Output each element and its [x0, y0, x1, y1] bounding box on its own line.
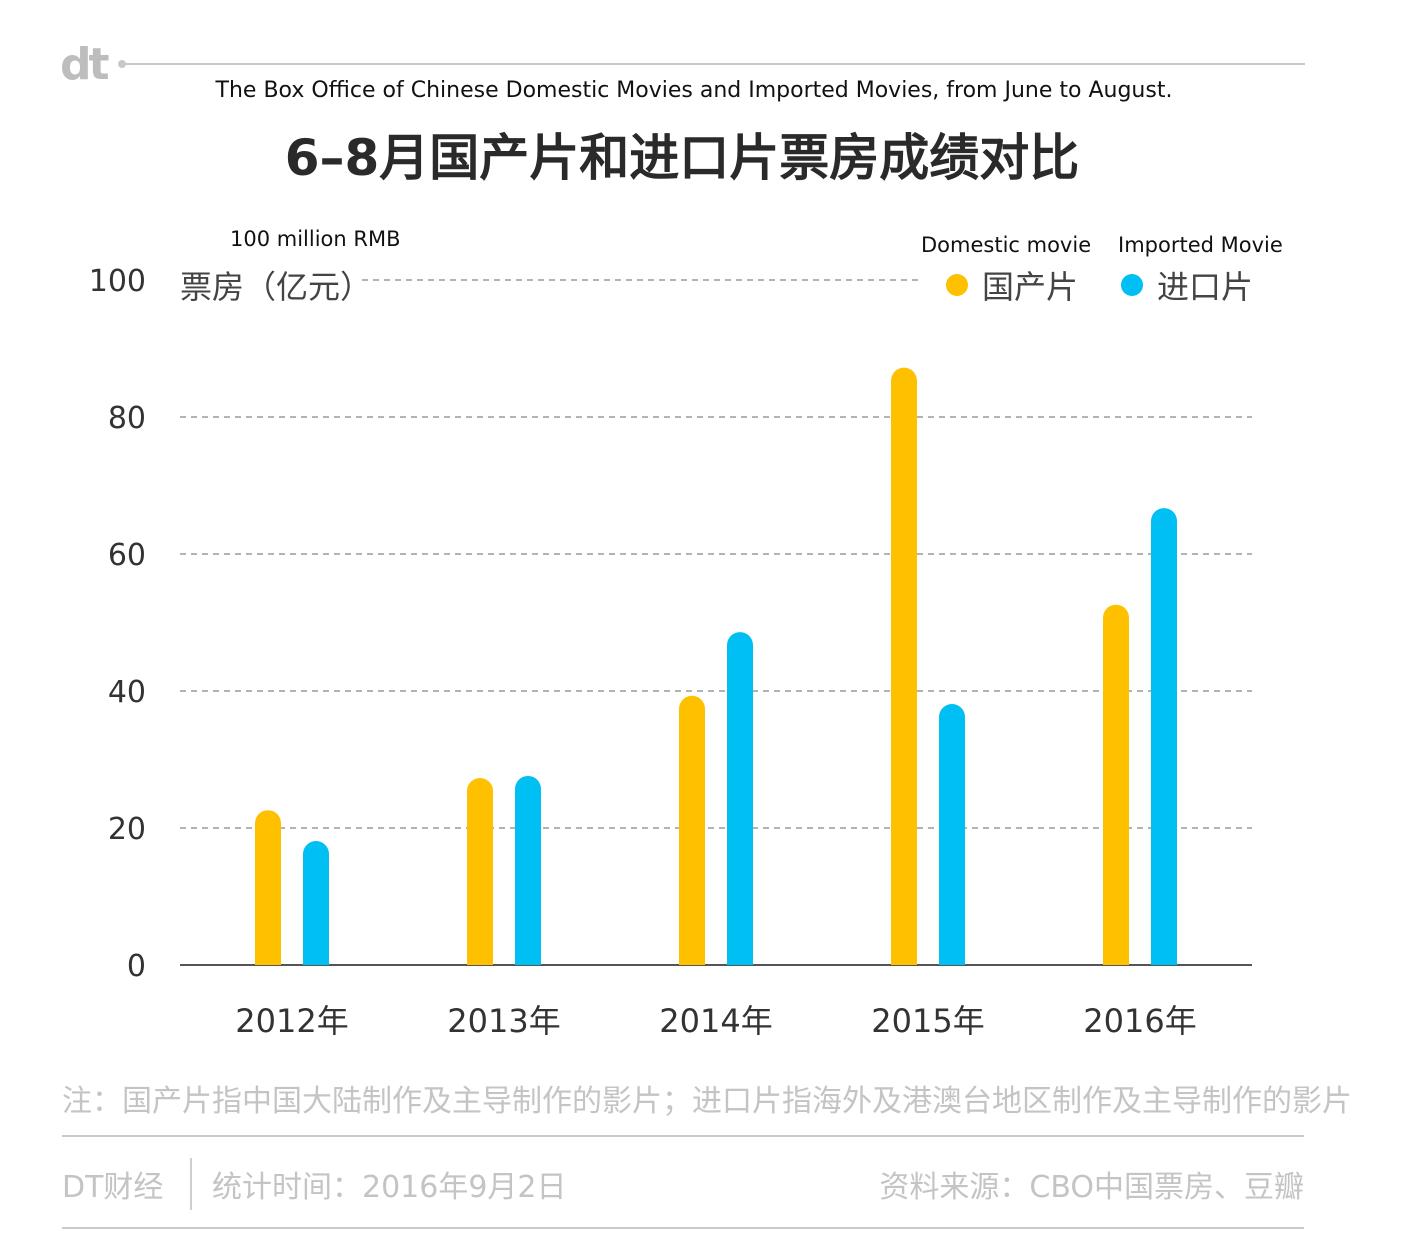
footer-rule-top	[62, 1135, 1304, 1137]
legend-swatch-imported	[1121, 274, 1143, 296]
y-axis-unit-english: 100 million RMB	[230, 227, 401, 251]
y-tick-label: 0	[127, 949, 146, 984]
x-tick-label: 2015年	[871, 1002, 984, 1040]
footer-brand: DT财经	[62, 1170, 164, 1205]
footer-source: 资料来源：CBO中国票房、豆瓣	[879, 1170, 1304, 1205]
x-tick-label: 2012年	[235, 1002, 348, 1040]
bar-domestic	[1103, 604, 1129, 965]
bar-domestic	[891, 367, 917, 965]
bar-domestic	[679, 695, 705, 965]
legend-item-domestic: 国产片	[946, 262, 1078, 308]
bar-imported	[1151, 508, 1177, 965]
y-tick-label: 40	[108, 675, 146, 710]
bar-domestic	[467, 777, 493, 965]
chart-title: 6–8月国产片和进口片票房成绩对比	[284, 129, 1080, 187]
bar-imported	[939, 704, 965, 965]
footer-separator	[190, 1158, 192, 1210]
dt-logo: dt	[60, 39, 110, 90]
x-tick-label: 2016年	[1083, 1002, 1196, 1040]
legend-imported-english: Imported Movie	[1118, 233, 1283, 257]
footer-rule-bottom	[62, 1227, 1304, 1229]
footer-stat-date: 统计时间：2016年9月2日	[212, 1170, 567, 1205]
bar-domestic	[255, 810, 281, 965]
legend-label-domestic: 国产片	[982, 268, 1079, 306]
legend-item-imported: 进口片	[1121, 262, 1253, 308]
bar-chart: 0 20 40 60 80 100 2012年 2013年 2014年 2015年 2016年	[89, 264, 1252, 1040]
footnote: 注：国产片指中国大陆制作及主导制作的影片；进口片指海外及港澳台地区制作及主导制作…	[62, 1084, 1352, 1119]
x-tick-label: 2013年	[447, 1002, 560, 1040]
y-tick-label: 20	[108, 812, 146, 847]
header-rule	[120, 63, 1305, 65]
legend-swatch-domestic	[946, 274, 968, 296]
chart-subtitle-english: The Box Office of Chinese Domestic Movie…	[215, 78, 1173, 103]
y-axis-label: 票房（亿元）	[180, 268, 373, 306]
bar-imported	[303, 841, 329, 965]
y-tick-label: 100	[89, 264, 146, 299]
legend-domestic-english: Domestic movie	[921, 233, 1092, 257]
y-tick-label: 80	[108, 401, 146, 436]
legend-label-imported: 进口片	[1157, 268, 1254, 306]
bar-imported	[727, 632, 753, 965]
bar-imported	[515, 775, 541, 965]
y-tick-label: 60	[108, 538, 146, 573]
x-tick-label: 2014年	[659, 1002, 772, 1040]
